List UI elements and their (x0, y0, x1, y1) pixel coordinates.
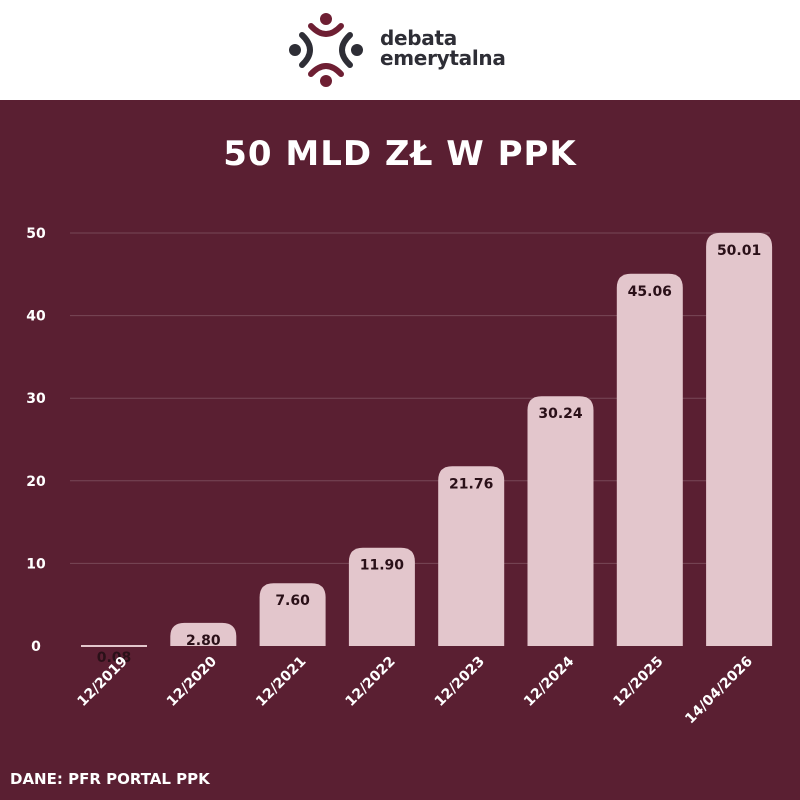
y-tick-label: 0 (31, 639, 41, 655)
bar (616, 273, 683, 646)
chart-title: 50 MLD ZŁ W PPK (223, 134, 577, 174)
x-tick-label: 12/2020 (164, 653, 220, 709)
y-tick-label: 50 (26, 226, 46, 242)
bar (259, 583, 326, 646)
x-tick-label: 14/04/2026 (682, 654, 756, 728)
y-tick-label: 10 (26, 556, 46, 572)
bar (438, 466, 505, 646)
y-tick-label: 40 (26, 309, 46, 325)
bar-value-label: 45.06 (628, 284, 672, 300)
x-tick-label: 12/2024 (521, 653, 577, 709)
bar-layer (81, 232, 773, 647)
x-tick-label: 12/2021 (253, 654, 309, 710)
bar-value-label: 11.90 (360, 558, 405, 574)
bar-value-label: 30.24 (538, 406, 583, 422)
x-tick-label: 12/2025 (610, 654, 666, 710)
x-tick-label: 12/2022 (342, 654, 398, 710)
brand-line-2: emerytalna (380, 46, 506, 70)
x-tick-label: 12/2023 (432, 654, 488, 710)
source-note: DANE: PFR PORTAL PPK (10, 770, 210, 788)
brand-line-1: debata (380, 26, 457, 50)
brand-name: debata emerytalna (380, 28, 506, 68)
header: debata emerytalna (0, 0, 800, 100)
y-tick-label: 20 (26, 474, 46, 490)
bar-value-label: 2.80 (186, 633, 221, 649)
bar-value-label: 0.08 (97, 650, 132, 666)
bar (706, 232, 773, 646)
bar (527, 396, 594, 646)
debata-emerytalna-logo-icon (289, 13, 363, 87)
bar-value-label: 21.76 (449, 476, 493, 492)
bar (170, 622, 237, 646)
y-tick-label: 30 (26, 391, 46, 407)
bar-value-label: 50.01 (717, 243, 761, 259)
bar (348, 547, 415, 646)
bar-chart: 010203040500.0812/20192.8012/20207.6012/… (26, 226, 773, 728)
bar-value-label: 7.60 (275, 593, 310, 609)
